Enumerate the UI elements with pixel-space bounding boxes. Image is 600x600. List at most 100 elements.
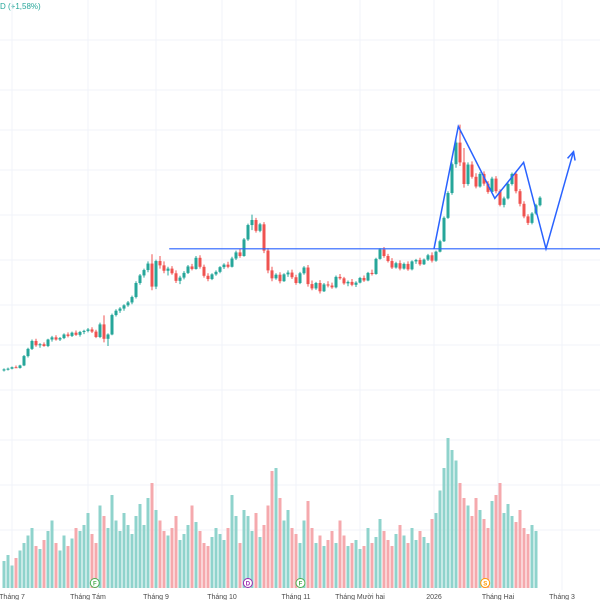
candle-body bbox=[50, 337, 54, 340]
volume-bar bbox=[162, 531, 166, 588]
event-letter: D bbox=[246, 581, 251, 587]
volume-bar bbox=[78, 531, 82, 588]
price-candles bbox=[2, 124, 542, 372]
candle-body bbox=[502, 198, 506, 205]
event-marker-f[interactable]: F bbox=[295, 578, 306, 588]
x-tick-label: Tháng Hai bbox=[482, 594, 515, 600]
volume-bar bbox=[154, 510, 158, 588]
volume-bar bbox=[458, 483, 462, 588]
volume-bar bbox=[410, 528, 414, 588]
volume-bar bbox=[214, 528, 218, 588]
volume-bar bbox=[482, 519, 486, 588]
volume-bar bbox=[338, 520, 342, 588]
event-letter: S bbox=[483, 581, 487, 587]
drawing-tools[interactable] bbox=[169, 124, 600, 252]
candle-body bbox=[270, 270, 274, 279]
candle-body bbox=[442, 217, 446, 242]
volume-bar bbox=[58, 550, 62, 588]
volume-bar bbox=[294, 534, 298, 588]
volume-bar bbox=[510, 516, 514, 588]
volume-bar bbox=[290, 528, 294, 588]
volume-bar bbox=[230, 495, 234, 588]
x-tick-label: 2026 bbox=[426, 594, 442, 600]
candle-body bbox=[38, 344, 42, 346]
volume-bar bbox=[386, 540, 390, 588]
volume-bar bbox=[118, 531, 122, 588]
volume-bar bbox=[382, 531, 386, 588]
candle-body bbox=[130, 297, 134, 303]
candle-body bbox=[214, 271, 218, 275]
candle-body bbox=[486, 183, 490, 192]
candle-body bbox=[134, 283, 138, 298]
volume-bar bbox=[534, 531, 538, 588]
event-circle bbox=[242, 578, 253, 588]
candle-body bbox=[30, 340, 34, 349]
volume-bar bbox=[442, 468, 446, 588]
volume-bar bbox=[66, 546, 70, 588]
volume-bar bbox=[366, 528, 370, 588]
candle-body bbox=[290, 272, 294, 278]
candle-body bbox=[498, 191, 502, 205]
candle-body bbox=[390, 261, 394, 268]
event-marker-f[interactable]: F bbox=[89, 578, 100, 588]
candle-body bbox=[262, 224, 266, 251]
volume-bar bbox=[286, 510, 290, 588]
candle-body bbox=[146, 263, 150, 271]
volume-bar bbox=[110, 495, 114, 588]
volume-bar bbox=[350, 543, 354, 588]
volume-bar bbox=[362, 546, 366, 588]
volume-bar bbox=[226, 528, 230, 588]
candle-body bbox=[382, 249, 386, 256]
candle-body bbox=[446, 193, 450, 218]
volume-bar bbox=[466, 505, 470, 588]
candle-body bbox=[246, 225, 250, 240]
volume-bar bbox=[514, 522, 518, 588]
volume-bar bbox=[258, 537, 262, 588]
volume-bar bbox=[198, 531, 202, 588]
volume-bar bbox=[394, 534, 398, 588]
candle-body bbox=[514, 173, 518, 192]
event-marker-d[interactable]: D bbox=[242, 578, 253, 588]
candle-body bbox=[470, 164, 474, 177]
candle-body bbox=[410, 261, 414, 270]
volume-bar bbox=[326, 540, 330, 588]
event-circle bbox=[480, 578, 491, 588]
volume-bar bbox=[122, 513, 126, 588]
volume-bar bbox=[378, 519, 382, 588]
candle-body bbox=[418, 259, 422, 265]
event-markers[interactable]: FDFSFF bbox=[89, 578, 600, 588]
volume-bar bbox=[298, 543, 302, 588]
candle-body bbox=[166, 268, 170, 271]
candle-body bbox=[194, 257, 198, 269]
candle-body bbox=[278, 274, 282, 282]
volume-bar bbox=[98, 505, 102, 588]
candle-body bbox=[386, 256, 390, 262]
volume-bar bbox=[14, 558, 18, 588]
candle-body bbox=[90, 329, 94, 332]
volume-bar bbox=[526, 534, 530, 588]
volume-bar bbox=[194, 522, 198, 588]
event-marker-s[interactable]: S bbox=[480, 578, 491, 588]
volume-bar bbox=[302, 520, 306, 588]
volume-bar bbox=[50, 520, 54, 588]
volume-bar bbox=[102, 516, 106, 588]
volume-bar bbox=[530, 525, 534, 588]
candle-body bbox=[118, 308, 122, 311]
volume-bar bbox=[370, 543, 374, 588]
candle-body bbox=[318, 283, 322, 292]
candle-body bbox=[530, 213, 534, 223]
volume-bar bbox=[262, 525, 266, 588]
x-tick-label: Tháng Mười hai bbox=[335, 594, 385, 600]
candle-body bbox=[306, 267, 310, 285]
candle-body bbox=[174, 273, 178, 281]
candle-body bbox=[10, 367, 14, 369]
x-tick-label: Tháng 7 bbox=[0, 594, 25, 600]
candle-body bbox=[14, 367, 18, 369]
volume-bar bbox=[6, 555, 10, 588]
volume-bar bbox=[374, 537, 378, 588]
volume-bar bbox=[22, 543, 26, 588]
volume-bar bbox=[218, 534, 222, 588]
candle-body bbox=[234, 252, 238, 259]
candle-body bbox=[206, 275, 210, 280]
